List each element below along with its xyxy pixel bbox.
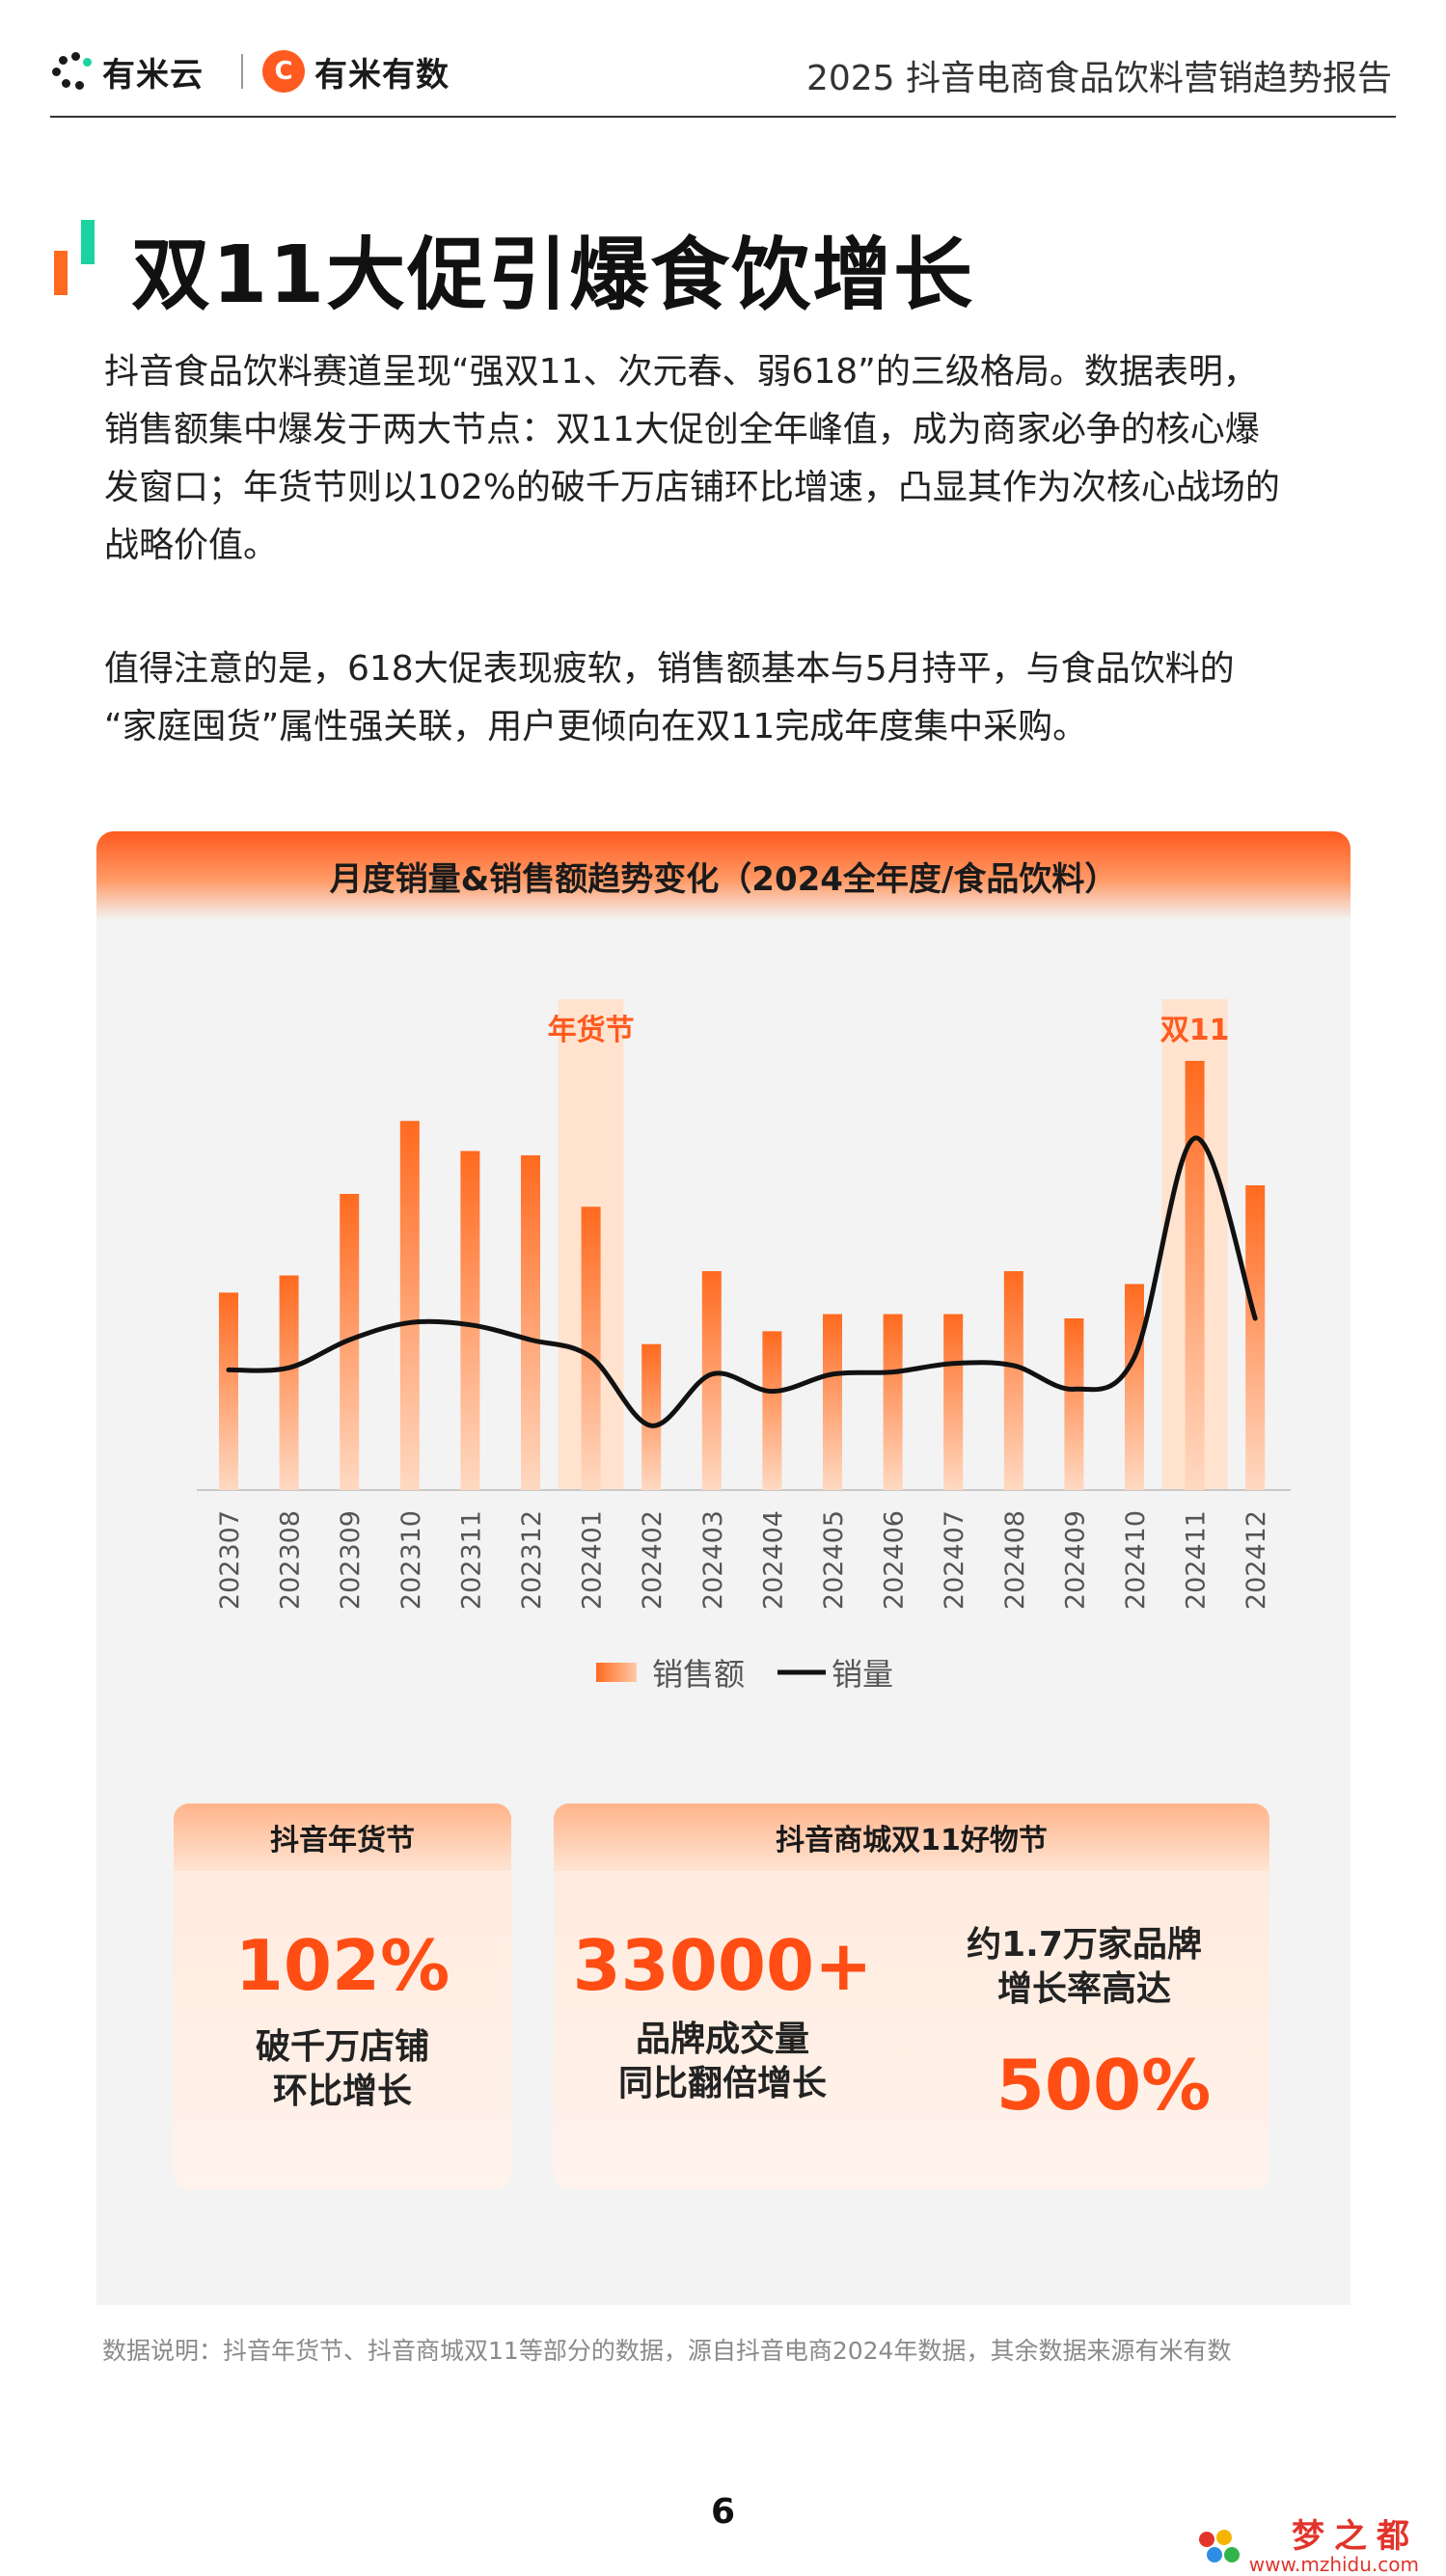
watermark: 梦之都 www.mzhidu.com [1198, 2517, 1419, 2576]
card2-side-line: 增长率高达 [996, 1969, 1171, 2009]
sales-amount-bar [1245, 1185, 1266, 1490]
sales-amount-bar [1125, 1284, 1144, 1490]
sales-amount-bar [460, 1151, 480, 1490]
intro-line: 抖音食品饮料赛道呈现“强双11、次元春、弱618”的三级格局。数据表明， [104, 352, 1258, 392]
sales-amount-bar [641, 1343, 662, 1490]
sales-amount-bar [823, 1314, 842, 1490]
intro-line: 战略价值。 [104, 526, 279, 565]
card1-desc-line: 破千万店铺 [255, 2027, 429, 2067]
x-tick-label: 202409 [1060, 1510, 1090, 1610]
card1-desc: 破千万店铺 环比增长 [174, 2025, 511, 2114]
logo1-text: 有米云 [102, 55, 204, 95]
card2-side-line: 约1.7万家品牌 [967, 1925, 1202, 1965]
sales-amount-bar [762, 1331, 782, 1490]
card2-value: 33000+ [572, 1925, 873, 2006]
x-tick-label: 202310 [396, 1510, 426, 1610]
sales-amount-bar [883, 1314, 903, 1490]
title-accent-green [81, 220, 95, 264]
card2-side-value: 500% [996, 2045, 1212, 2126]
youmi-data-logo: C 有米有数 [262, 48, 450, 95]
report-title: 2025 抖音电商食品饮料营销趋势报告 [805, 59, 1392, 98]
x-tick-label: 202403 [698, 1510, 728, 1610]
watermark-dots-icon [1198, 2528, 1243, 2566]
x-tick-label: 202404 [758, 1510, 788, 1610]
x-tick-label: 202408 [1000, 1510, 1030, 1610]
x-tick-label: 202402 [638, 1510, 668, 1610]
note-paragraph: 值得注意的是，618大促表现疲软，销售额基本与5月持平，与食品饮料的 “家庭囤货… [104, 640, 1378, 756]
sales-amount-bar [581, 1207, 601, 1490]
x-tick-label: 202307 [215, 1510, 245, 1610]
intro-line: 销售额集中爆发于两大节点：双11大促创全年峰值，成为商家必争的核心爆 [104, 410, 1260, 449]
page-number: 6 [710, 2492, 736, 2532]
legend-swatch-bar [596, 1663, 637, 1682]
youmi-data-mark-icon: C [262, 50, 305, 93]
card2-desc-line: 同比翻倍增长 [617, 2064, 827, 2103]
card1-title: 抖音年货节 [174, 1803, 511, 1871]
note-line: “家庭囤货”属性强关联，用户更倾向在双11完成年度集中采购。 [104, 707, 1088, 746]
intro-line: 发窗口；年货节则以102%的破千万店铺环比增速，凸显其作为次核心战场的 [104, 468, 1280, 507]
logo2-text: 有米有数 [314, 55, 450, 95]
x-tick-label: 202309 [336, 1510, 366, 1610]
sales-amount-bar [1064, 1318, 1084, 1490]
logo-divider [241, 54, 243, 89]
spring-festival-card: 抖音年货节 102% 破千万店铺 环比增长 [174, 1803, 511, 2189]
x-tick-label: 202410 [1121, 1510, 1151, 1610]
sales-amount-bar [279, 1275, 299, 1490]
x-tick-label: 202312 [517, 1510, 547, 1610]
x-tick-label: 202401 [578, 1510, 608, 1610]
sales-amount-bar [219, 1292, 238, 1490]
sales-trend-chart: 年货节 双11 202307 202308 202309 202310 202311 202… [197, 999, 1291, 1693]
sales-volume-line [226, 1135, 1258, 1428]
data-footnote: 数据说明：抖音年货节、抖音商城双11等部分的数据，源自抖音电商2024年数据，其… [102, 2337, 1232, 2365]
legend-label-line: 销量 [832, 1656, 893, 1693]
sales-amount-bar [701, 1271, 722, 1490]
x-tick-label: 202406 [880, 1510, 910, 1610]
card2-side-text: 约1.7万家品牌 增长率高达 [940, 1923, 1229, 2012]
sales-amount-bar [1003, 1271, 1023, 1490]
card2-desc-line: 品牌成交量 [635, 2020, 809, 2059]
x-tick-label: 202405 [819, 1510, 849, 1610]
youmi-cloud-logo: 有米云 [50, 50, 204, 95]
chart-legend: 销售额 销量 [596, 1656, 893, 1693]
title-accent-orange [54, 251, 68, 295]
card2-title: 抖音商城双11好物节 [554, 1803, 1269, 1871]
x-tick-label: 202411 [1182, 1510, 1212, 1610]
highlight-label: 年货节 [548, 1014, 635, 1047]
intro-paragraph: 抖音食品饮料赛道呈现“强双11、次元春、弱618”的三级格局。数据表明， 销售额… [104, 343, 1378, 575]
card1-desc-line: 环比增长 [272, 2072, 412, 2111]
sales-amount-bar [399, 1121, 420, 1490]
x-tick-label: 202308 [276, 1510, 306, 1610]
highlight-label: 双11 [1160, 1014, 1230, 1047]
x-tick-label: 202311 [456, 1510, 486, 1610]
sales-amount-bar [943, 1314, 964, 1490]
note-line: 值得注意的是，618大促表现疲软，销售额基本与5月持平，与食品饮料的 [104, 649, 1235, 689]
double11-card: 抖音商城双11好物节 33000+ 品牌成交量 同比翻倍增长 约1.7万家品牌 … [554, 1803, 1269, 2189]
watermark-url: www.mzhidu.com [1248, 2553, 1419, 2576]
logo-dots-icon [50, 50, 93, 93]
sales-amount-bar [521, 1154, 540, 1490]
watermark-cn: 梦之都 [1292, 2517, 1419, 2556]
legend-label-bar: 销售额 [652, 1656, 745, 1693]
card2-desc: 品牌成交量 同比翻倍增长 [563, 2018, 882, 2106]
x-tick-label: 202412 [1241, 1510, 1271, 1610]
x-tick-label: 202407 [940, 1510, 969, 1610]
chart-title: 月度销量&销售额趋势变化（2024全年度/食品饮料） [329, 859, 1118, 899]
card1-value: 102% [234, 1925, 450, 2006]
header-divider [50, 116, 1396, 118]
chart-header: 月度销量&销售额趋势变化（2024全年度/食品饮料） [96, 831, 1351, 920]
sales-amount-bar [1185, 1061, 1205, 1490]
page-title: 双11大促引爆食饮增长 [131, 230, 975, 321]
